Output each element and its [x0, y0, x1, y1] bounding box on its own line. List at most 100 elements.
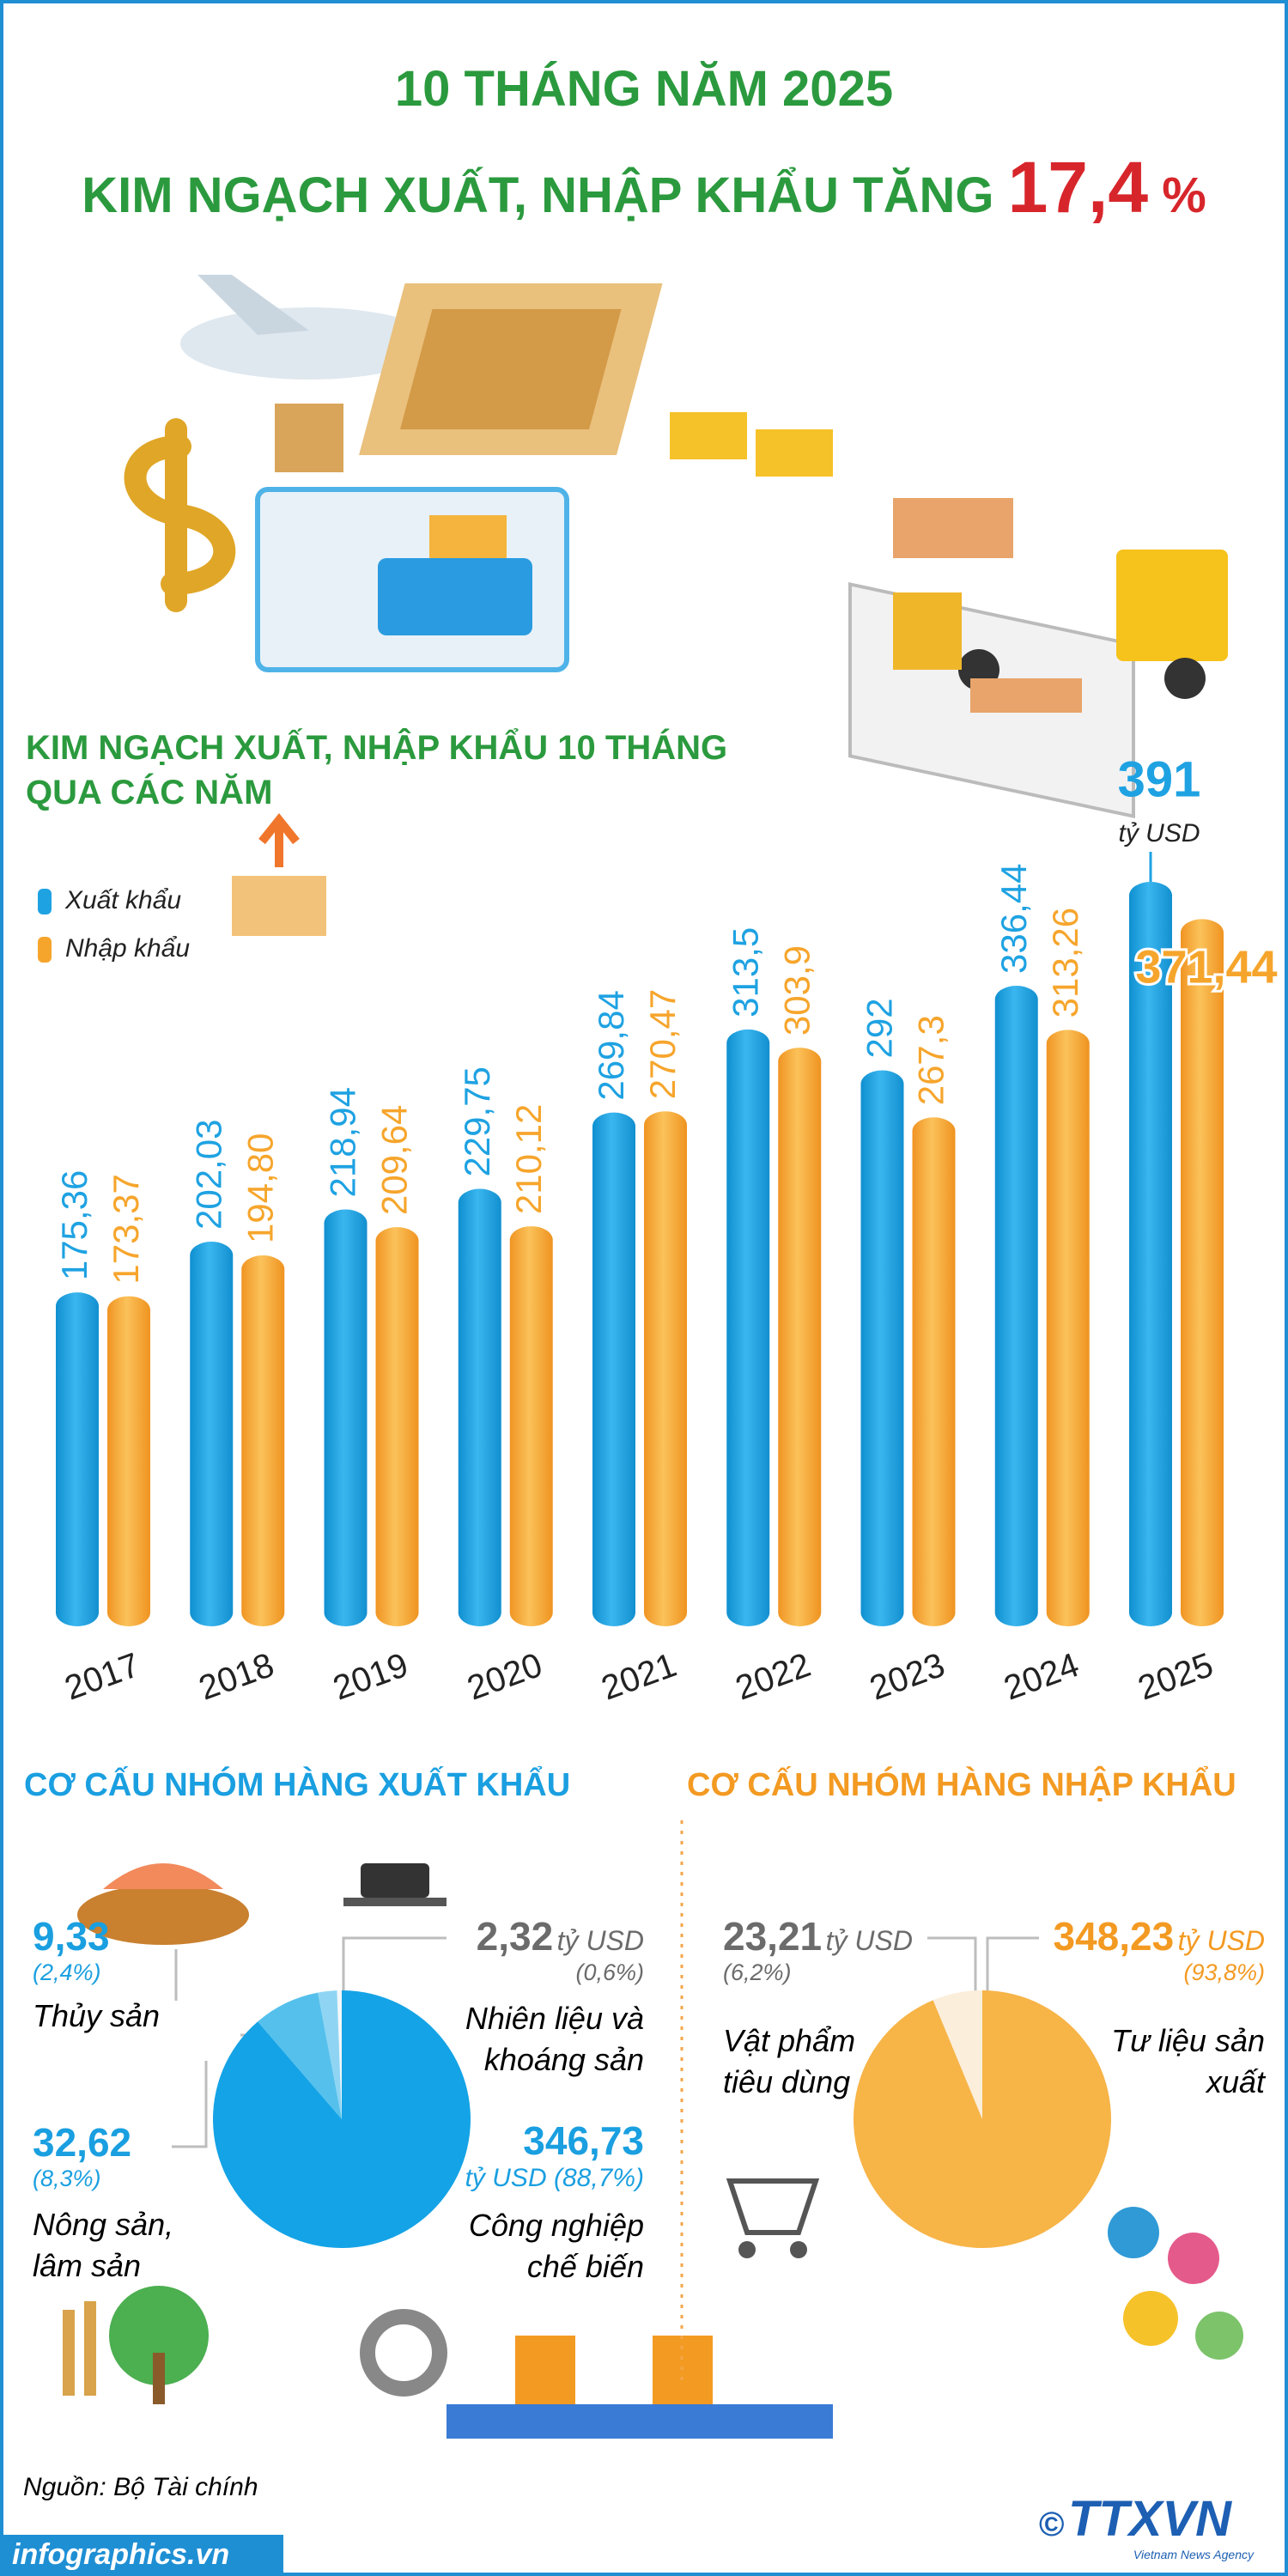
value-label: 210,12: [508, 1104, 549, 1214]
headline-row: KIM NGẠCH XUẤT, NHẬP KHẨU TĂNG 17,4 %: [0, 146, 1288, 229]
legend-label: Xuất khẩu: [64, 886, 181, 914]
value-label: 218,94: [323, 1087, 363, 1197]
label-tu-lieu: 348,23 tỷ USD (93,8%) Tư liệu sản xuất: [1007, 1913, 1266, 2103]
value-label: 209,64: [374, 1105, 415, 1215]
x-tick-label: 2017: [60, 1646, 145, 1708]
value-label: 229,75: [457, 1066, 497, 1176]
pie-slice: [933, 1990, 982, 2119]
x-tick-label: 2021: [597, 1646, 682, 1708]
website: infographics.vn: [12, 2538, 230, 2571]
value-label: 173,37: [106, 1174, 146, 1284]
x-tick-label: 2022: [731, 1646, 816, 1708]
value: 32,62: [33, 2120, 132, 2165]
value-label: 313,26: [1045, 908, 1085, 1018]
headline-highlight: 17,4: [1007, 147, 1149, 228]
category: Công nghiệp chế biến: [468, 2208, 644, 2284]
bar: [107, 1296, 150, 1626]
percent: (6,2%): [723, 1959, 792, 1985]
value: 23,21: [723, 1914, 823, 1959]
headline-unit: %: [1162, 167, 1206, 223]
x-tick-label: 2024: [999, 1646, 1084, 1708]
category: Nông sản, lâm sản: [33, 2207, 174, 2283]
category: Vật phẩm tiêu dùng: [723, 2023, 856, 2099]
x-tick-label: 2025: [1133, 1646, 1218, 1708]
bar: [912, 1117, 956, 1626]
legend-swatch: [38, 937, 52, 963]
label-cong-nghiep: 346,73 tỷ USD (88,7%) Công nghiệp chế bi…: [386, 2117, 644, 2287]
pie-title-export: CƠ CẤU NHÓM HÀNG XUẤT KHẨU: [24, 1767, 571, 1803]
bar: [860, 1070, 904, 1626]
bar: [1046, 1030, 1090, 1626]
bar: [190, 1242, 234, 1626]
logo-copyright: ©: [1039, 2506, 1065, 2543]
bar: [726, 1029, 770, 1626]
bar: [994, 985, 1038, 1626]
percent: (8,3%): [33, 2166, 101, 2191]
label-nhien-lieu: 2,32 tỷ USD (0,6%) Nhiên liệu và khoáng …: [404, 1913, 644, 2081]
unit: tỷ USD: [556, 1925, 644, 1956]
bar-chart-title: KIM NGẠCH XUẤT, NHẬP KHẨU 10 THÁNG QUA C…: [26, 729, 728, 811]
logo-name: TTXVN: [1067, 2491, 1232, 2547]
x-tick-label: 2019: [328, 1646, 413, 1708]
bar: [509, 1226, 553, 1626]
bar: [1129, 882, 1172, 1626]
x-tick-label: 2018: [194, 1646, 279, 1708]
value-label: 391: [1118, 751, 1201, 807]
percent: (0,6%): [575, 1959, 644, 1985]
value-label: 292: [860, 998, 900, 1058]
value-label: 313,5: [725, 927, 765, 1018]
percent: (88,7%): [553, 2164, 644, 2192]
label-vat-pham: 23,21 tỷ USD (6,2%) Vật phẩm tiêu dùng: [723, 1913, 946, 2103]
x-tick-label: 2020: [463, 1646, 548, 1708]
value-label: 267,3: [911, 1015, 951, 1105]
value: 9,33: [33, 1914, 110, 1959]
legend-swatch: [38, 889, 52, 914]
category: Nhiên liệu và khoáng sản: [465, 2001, 644, 2077]
label-thuy-san: 9,33 (2,4%) Thủy sản: [33, 1913, 256, 2034]
logo-tagline: Vietnam News Agency: [1133, 2548, 1254, 2561]
unit-label: tỷ USD: [1118, 819, 1200, 848]
bar: [324, 1209, 368, 1626]
pie-slice: [337, 1990, 342, 2119]
category: Thủy sản: [33, 1998, 161, 2033]
value-label: 269,84: [591, 990, 631, 1100]
bar: [375, 1227, 419, 1626]
bar: [592, 1112, 635, 1626]
x-tick-label: 2023: [865, 1646, 950, 1708]
value-label: 194,80: [240, 1133, 280, 1243]
pie-slice: [318, 1990, 342, 2119]
headline: KIM NGẠCH XUẤT, NHẬP KHẨU TĂNG: [82, 167, 994, 223]
illustration: [63, 275, 1243, 2439]
value-label: 336,44: [993, 864, 1034, 974]
value-label: 175,36: [54, 1170, 94, 1280]
value: 348,23: [1053, 1914, 1175, 1959]
value-label: 202,03: [188, 1120, 228, 1230]
label-nong-san: 32,62 (8,3%) Nông sản, lâm sản: [33, 2119, 230, 2287]
bar: [644, 1111, 687, 1626]
percent: (2,4%): [33, 1959, 101, 1985]
bar: [778, 1048, 822, 1626]
legend-label: Nhập khẩu: [65, 934, 190, 963]
value: 2,32: [476, 1914, 554, 1959]
unit: tỷ USD: [465, 2164, 547, 2192]
percent: (93,8%): [1183, 1959, 1265, 1985]
bar: [56, 1292, 99, 1626]
logo: © TTXVN Vietnam News Agency: [1039, 2490, 1271, 2561]
value-label: 371,44: [1135, 942, 1277, 993]
pie-title-import: CƠ CẤU NHÓM HÀNG NHẬP KHẨU: [687, 1767, 1236, 1803]
value: 346,73: [523, 2118, 644, 2163]
bar: [1181, 919, 1224, 1626]
bar: [458, 1188, 501, 1626]
category: Tư liệu sản xuất: [1111, 2023, 1265, 2099]
value-label: 303,9: [776, 945, 817, 1036]
value-label: 270,47: [642, 989, 683, 1099]
bar: [241, 1255, 285, 1626]
pie-slice: [212, 1990, 471, 2249]
pie-slice: [854, 1990, 1112, 2249]
title: 10 THÁNG NĂM 2025: [394, 61, 894, 117]
unit: tỷ USD: [1177, 1925, 1265, 1956]
pie-slice: [258, 1992, 342, 2119]
